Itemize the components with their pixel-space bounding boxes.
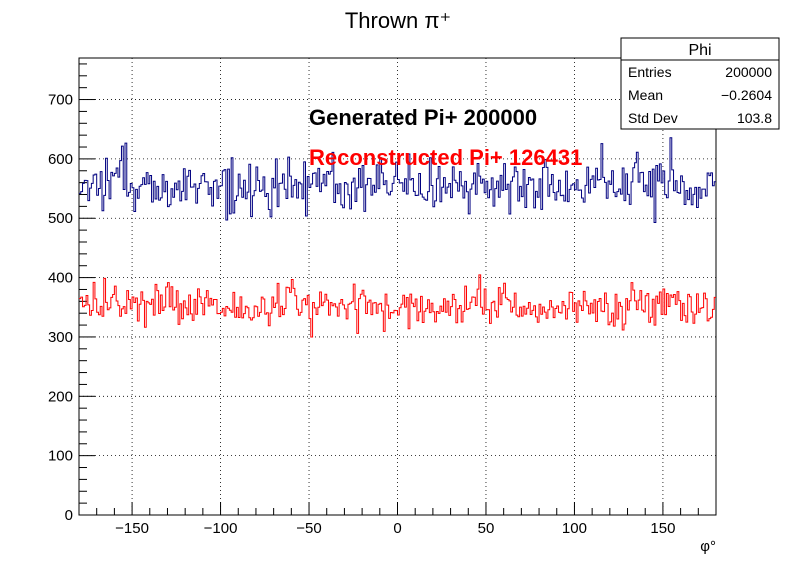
y-tick-label: 500 <box>48 210 73 227</box>
x-tick-labels: −150 −100 −50 0 50 100 150 <box>115 520 675 537</box>
y-tick-label: 0 <box>65 507 73 524</box>
y-tick-label: 100 <box>48 448 73 465</box>
annotation-reconstructed: Reconstructed Pi+ 126431 <box>309 145 582 170</box>
x-tick-label: 0 <box>393 520 401 537</box>
stats-value-stddev: 103.8 <box>737 110 772 126</box>
y-tick-label: 400 <box>48 270 73 287</box>
y-tick-label: 200 <box>48 388 73 405</box>
x-tick-label: 150 <box>650 520 675 537</box>
x-tick-label: −150 <box>115 520 149 537</box>
x-tick-label: −50 <box>296 520 321 537</box>
stats-label-mean: Mean <box>628 87 663 103</box>
x-tick-label: 50 <box>478 520 495 537</box>
y-tick-labels: 0 100 200 300 400 500 600 700 <box>48 92 73 524</box>
histogram-series <box>79 137 716 338</box>
grid-lines <box>79 58 716 515</box>
stats-box: Phi Entries 200000 Mean −0.2604 Std Dev … <box>620 37 780 130</box>
histogram-series-line-0 <box>79 137 716 223</box>
y-tick-label: 600 <box>48 151 73 168</box>
y-tick-label: 700 <box>48 92 73 109</box>
stats-label-entries: Entries <box>628 64 672 80</box>
x-tick-label: −100 <box>204 520 238 537</box>
x-axis-label: φ° <box>700 538 716 555</box>
stats-label-stddev: Std Dev <box>628 110 678 126</box>
stats-value-entries: 200000 <box>725 64 772 80</box>
axis-ticks <box>78 63 717 516</box>
histogram-series-line-1 <box>79 274 716 338</box>
chart-title: Thrown π⁺ <box>345 8 451 33</box>
annotation-generated: Generated Pi+ 200000 <box>309 105 537 130</box>
stats-value-mean: −0.2604 <box>721 87 772 103</box>
x-tick-label: 100 <box>562 520 587 537</box>
stats-title: Phi <box>688 42 711 59</box>
y-tick-label: 300 <box>48 329 73 346</box>
